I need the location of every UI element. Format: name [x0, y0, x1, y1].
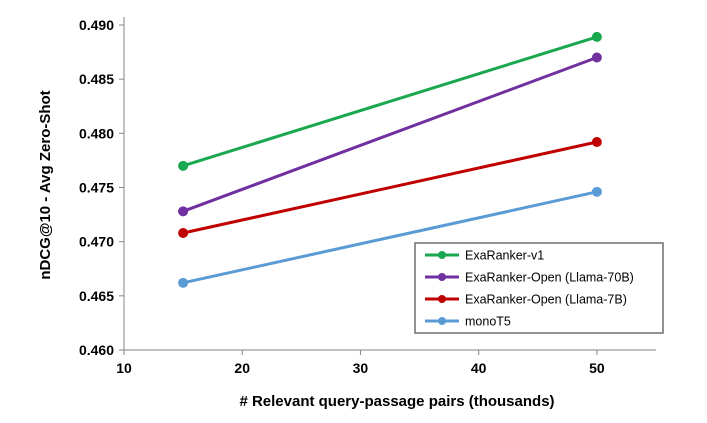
legend-item: ExaRanker-Open (Llama-70B)	[425, 271, 634, 285]
legend-label: ExaRanker-Open (Llama-70B)	[465, 271, 634, 285]
data-point	[178, 228, 189, 238]
y-tick-label: 0.460	[79, 342, 114, 358]
y-tick-label: 0.470	[79, 234, 114, 250]
data-point	[591, 137, 602, 147]
legend-label: ExaRanker-v1	[465, 249, 544, 263]
legend-label: ExaRanker-Open (Llama-7B)	[465, 293, 627, 307]
x-axis-title: # Relevant query-passage pairs (thousand…	[239, 393, 554, 410]
data-point	[178, 206, 189, 217]
legend: ExaRanker-v1 ExaRanker-Open (Llama-70B) Ex…	[414, 242, 664, 334]
legend-box	[414, 242, 664, 334]
legend-swatch-marker	[438, 251, 446, 259]
y-tick-label: 0.490	[79, 17, 114, 33]
series-0	[178, 31, 602, 171]
y-tick-label: 0.480	[79, 125, 114, 141]
x-tick-labels: 10 20 30 40 50	[116, 350, 605, 376]
legend-swatch-marker	[438, 273, 446, 281]
data-point	[591, 186, 602, 197]
x-tick-label: 20	[234, 360, 250, 376]
legend-item: monoT5	[425, 315, 511, 329]
legend-item: ExaRanker-Open (Llama-7B)	[425, 293, 627, 307]
series-3	[178, 186, 602, 288]
series-line	[182, 56, 598, 213]
y-tick-label: 0.465	[79, 288, 114, 304]
x-tick-label: 30	[353, 360, 369, 376]
x-tick-label: 40	[471, 360, 487, 376]
series-line	[182, 140, 598, 235]
data-point	[178, 160, 189, 171]
x-tick-label: 10	[116, 360, 132, 376]
series-1	[178, 52, 602, 217]
legend-label: monoT5	[465, 315, 511, 329]
data-point	[591, 52, 602, 63]
series-lines	[178, 31, 602, 288]
x-tick-label: 50	[589, 360, 605, 376]
legend-item: ExaRanker-v1	[425, 249, 544, 263]
y-tick-label: 0.475	[79, 180, 114, 196]
series-line	[182, 190, 598, 285]
series-line	[182, 35, 598, 168]
legend-swatch-marker	[438, 317, 446, 325]
data-point	[591, 31, 602, 42]
y-tick-label: 0.485	[79, 71, 114, 87]
series-2	[178, 137, 602, 238]
y-axis-title: nDCG@10 - Avg Zero-Shot	[37, 90, 54, 279]
y-tick-labels: 0.460 0.465 0.470 0.475 0.480 0.485 0.490	[79, 17, 124, 358]
data-point	[178, 277, 189, 288]
legend-swatch-marker	[438, 295, 446, 303]
